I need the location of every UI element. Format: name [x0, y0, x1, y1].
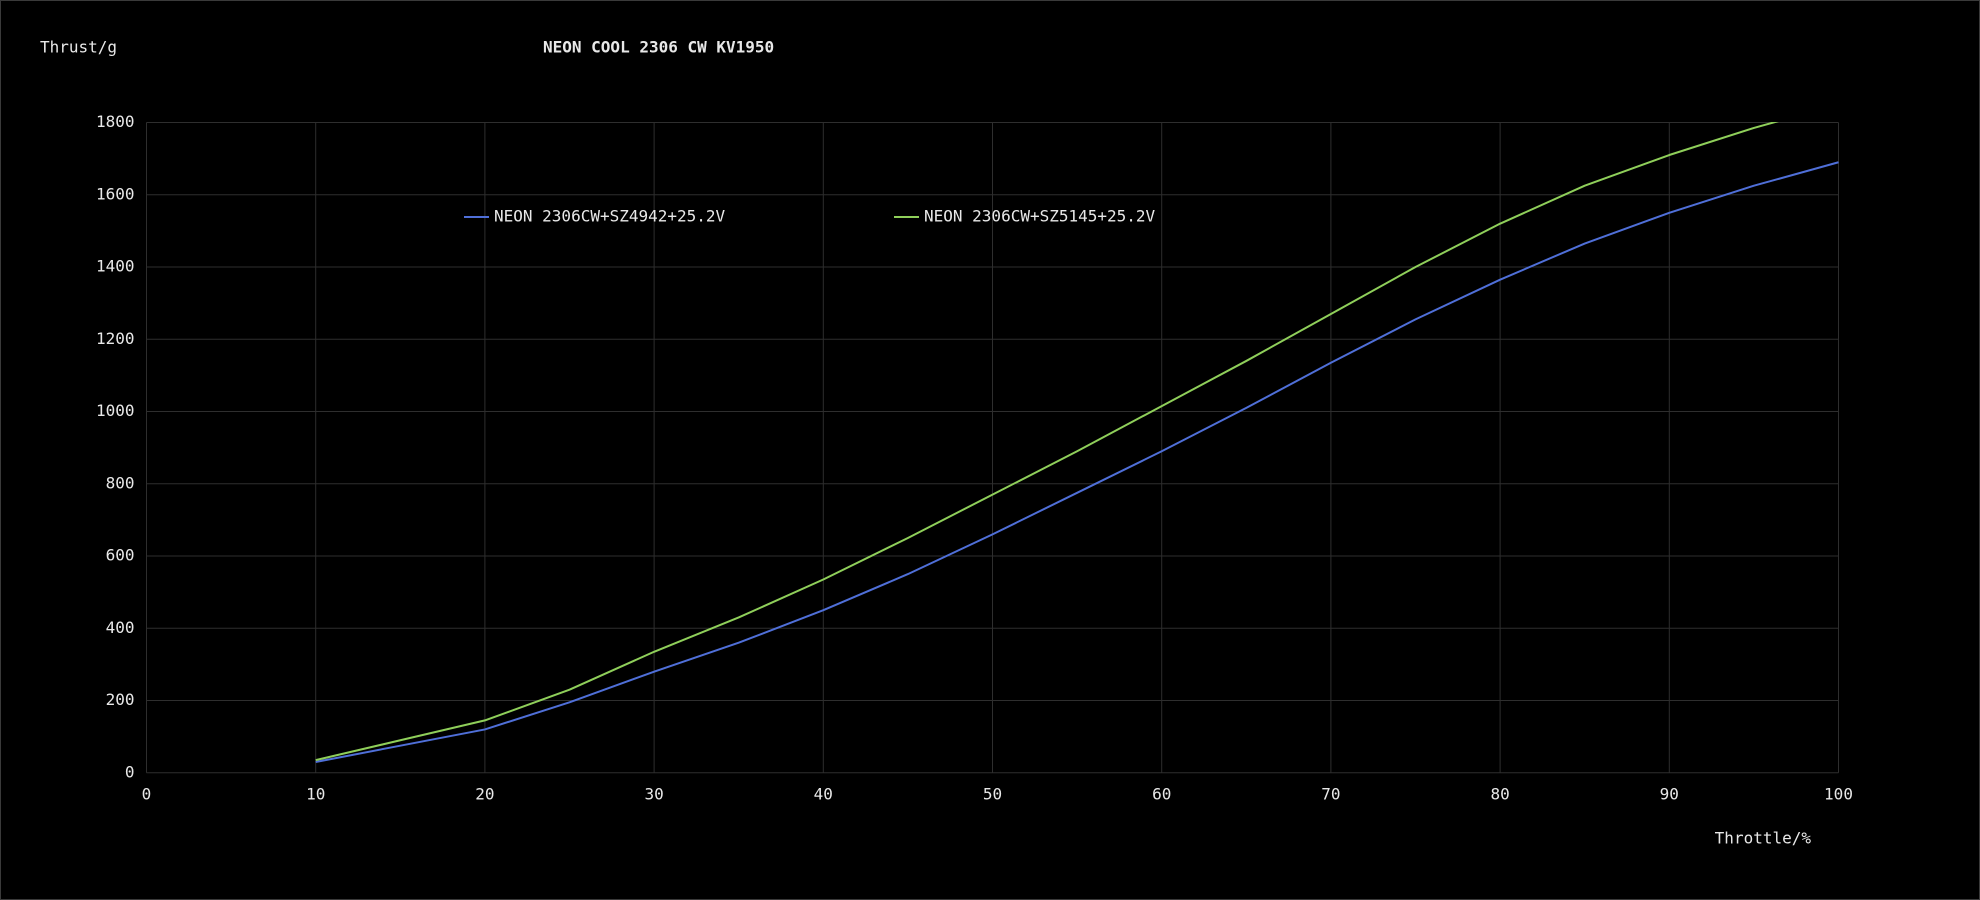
y-tick-label: 1600: [96, 184, 135, 203]
x-axis-title: Throttle/%: [1715, 829, 1812, 848]
data-line: [315, 161, 1839, 763]
legend-label: NEON 2306CW+SZ4942+25.2V: [494, 207, 726, 226]
y-tick-label: 0: [125, 762, 135, 781]
x-tick-label: 40: [814, 784, 833, 803]
chart-title: NEON COOL 2306 CW KV1950: [543, 38, 774, 57]
y-tick-label: 400: [106, 618, 135, 637]
y-axis-title: Thrust/g: [40, 38, 117, 57]
data-line: [315, 122, 1779, 762]
x-tick-label: 0: [142, 784, 152, 803]
x-tick-label: 70: [1321, 784, 1340, 803]
x-tick-label: 100: [1824, 784, 1853, 803]
y-tick-label: 600: [106, 546, 135, 565]
y-tick-label: 1400: [96, 257, 135, 276]
x-tick-label: 30: [644, 784, 663, 803]
series-group: [315, 122, 1839, 763]
x-tick-label: 20: [475, 784, 494, 803]
x-tick-label: 80: [1490, 784, 1509, 803]
x-tick-label: 50: [983, 784, 1002, 803]
y-tick-label: 1000: [96, 401, 135, 420]
legend-label: NEON 2306CW+SZ5145+25.2V: [924, 207, 1156, 226]
y-tick-label: 800: [106, 473, 135, 492]
y-tick-label: 1200: [96, 329, 135, 348]
y-tick-label: 200: [106, 690, 135, 709]
x-tick-label: 60: [1152, 784, 1171, 803]
y-tick-label: 1800: [96, 112, 135, 131]
x-tick-label: 90: [1660, 784, 1679, 803]
x-tick-label: 10: [306, 784, 325, 803]
